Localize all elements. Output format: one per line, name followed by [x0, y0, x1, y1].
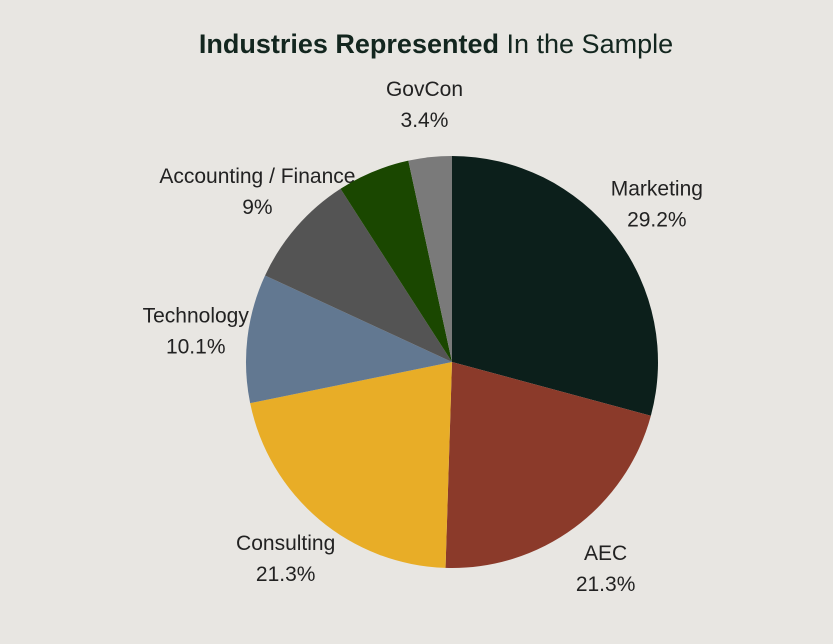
pie-slice: [445, 362, 651, 568]
pie-slice: [340, 160, 452, 362]
slice-value-label: 21.3%: [256, 563, 316, 586]
title-bold: Industries Represented: [199, 29, 499, 59]
slice-value-label: 10.1%: [166, 336, 226, 359]
slice-value-label: 3.4%: [401, 109, 449, 132]
slice-value-label: 9%: [242, 196, 272, 219]
slice-value-label: 29.2%: [627, 209, 687, 232]
pie-slice: [245, 275, 452, 404]
pie-slice: [452, 156, 658, 416]
slice-label: Accounting / Finance: [159, 165, 355, 188]
slice-label: Consulting: [236, 532, 335, 555]
slice-label: GovCon: [386, 78, 463, 101]
slice-label: AEC: [584, 542, 627, 565]
slice-label: Technology: [143, 305, 250, 328]
pie-slice: [408, 156, 452, 362]
pie-slice: [265, 188, 452, 362]
chart-title: Industries Represented In the Sample: [199, 29, 673, 59]
slice-label: Marketing: [611, 178, 703, 201]
title-regular: In the Sample: [507, 29, 674, 59]
slice-value-label: 21.3%: [576, 573, 636, 596]
pie-slice: [250, 362, 452, 568]
